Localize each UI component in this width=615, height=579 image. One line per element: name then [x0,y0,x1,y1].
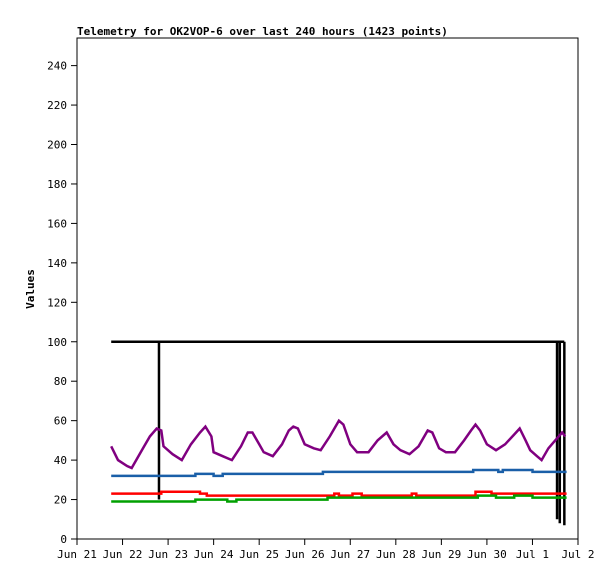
chart-title: Telemetry for OK2VOP-6 over last 240 hou… [77,25,448,38]
series-4 [111,494,567,503]
y-tick-label: 20 [54,494,67,507]
y-tick-label: 240 [47,60,67,73]
y-tick-label: 0 [60,533,67,546]
y-tick-label: 220 [47,99,67,112]
x-tick-label: Jun 22 [103,548,143,561]
y-tick-label: 180 [47,178,67,191]
x-tick-label: Jun 23 [148,548,188,561]
y-tick-label: 40 [54,454,67,467]
x-tick-label: Jun 21 [57,548,97,561]
x-axis: Jun 21 Jun 22 Jun 23 Jun 24 Jun 25 Jun 26 Jun … [57,539,595,561]
y-tick-label: 60 [54,415,67,428]
y-tick-label: 200 [47,139,67,152]
x-tick-label: Jun 26 [285,548,325,561]
series-line [111,494,567,503]
x-tick-label: Jun 28 [376,548,416,561]
y-tick-label: 160 [47,217,67,230]
x-tick-label: Jun 24 [194,548,234,561]
series-1 [110,418,567,470]
x-tick-label: Jun 27 [330,548,370,561]
y-tick-label: 120 [47,296,67,309]
x-tick-label: Jul 1 [516,548,549,561]
y-tick-label: 100 [47,336,67,349]
series-3 [111,490,567,497]
series-line [111,490,567,497]
series-line [111,468,567,478]
plot-frame [76,37,579,540]
x-tick-label: Jun 29 [421,548,461,561]
series-line [110,418,567,470]
series-2 [111,468,567,478]
y-axis-label: Values [24,269,37,309]
y-tick-label: 140 [47,257,67,270]
series-layer [110,340,567,526]
y-axis: 0 20 40 60 80 100 120 140 160 180 200 220 240 [47,60,77,546]
x-tick-label: Jul 2 [561,548,594,561]
x-tick-label: Jun 25 [239,548,279,561]
x-tick-label: Jun 30 [467,548,507,561]
y-tick-label: 80 [54,375,67,388]
